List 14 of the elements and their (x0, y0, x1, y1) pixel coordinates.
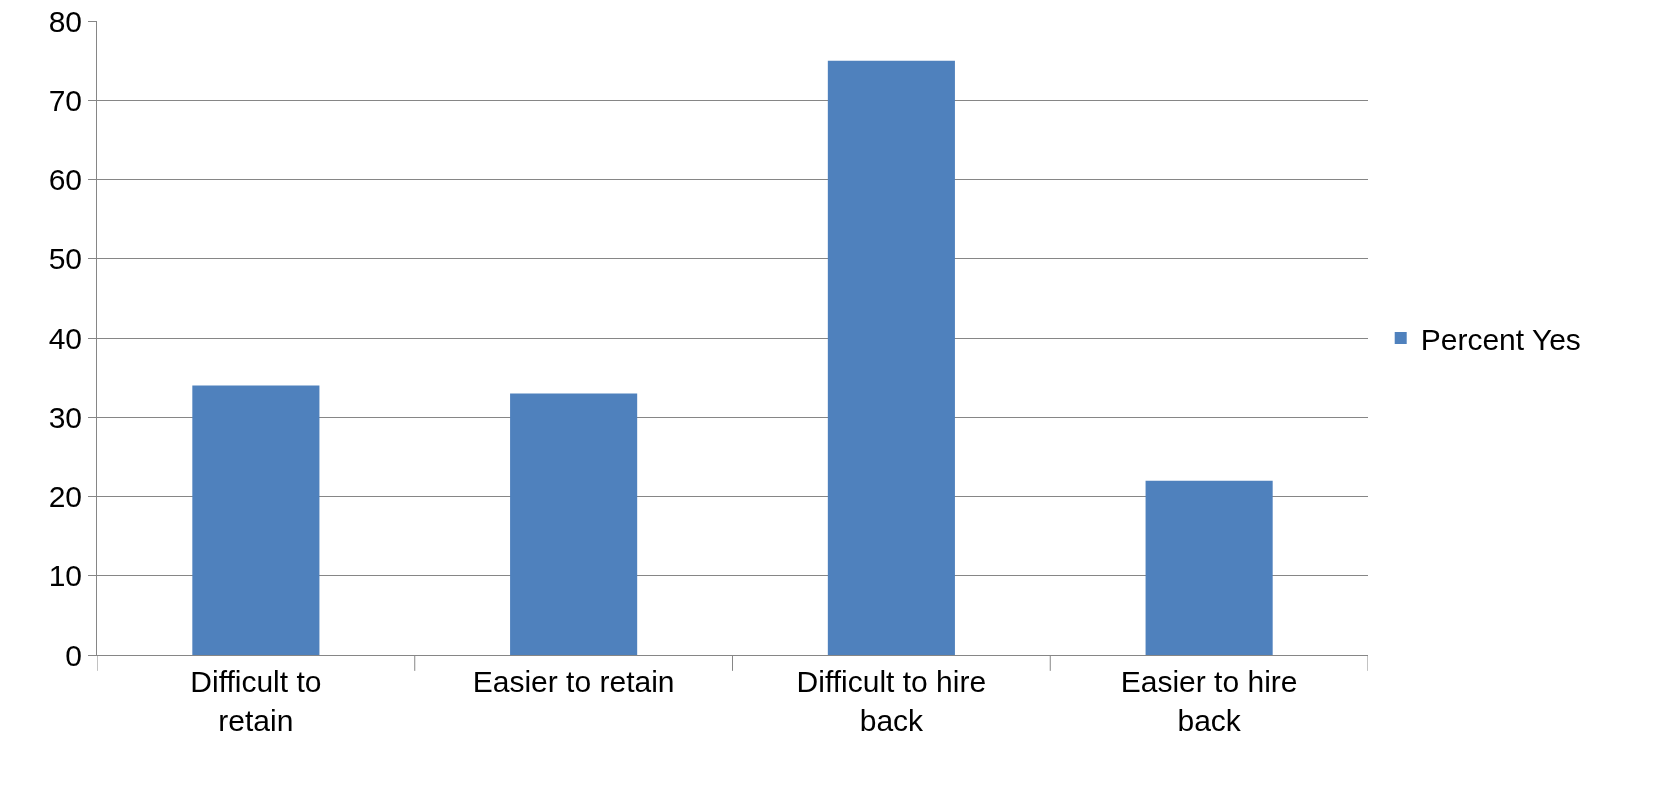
x-tick-label: Easier to hire back (1120, 665, 1298, 737)
x-tick-label: Difficult to hire back (796, 665, 987, 737)
y-tick-label: 10 (48, 559, 82, 593)
x-tick-label: Easier to retain (472, 665, 675, 698)
y-tick-label: 70 (48, 83, 82, 117)
x-tick-label: Difficult to retain (190, 665, 322, 737)
y-tick-label: 50 (48, 242, 82, 276)
y-tick-label: 20 (48, 480, 82, 513)
y-tick-label: 80 (48, 4, 82, 38)
y-tick-label: 0 (65, 638, 82, 672)
legend-label: Percent Yes (1420, 322, 1581, 356)
y-tick-label: 30 (48, 400, 82, 434)
y-tick-label: 60 (48, 163, 82, 196)
y-tick-label: 40 (48, 321, 82, 355)
